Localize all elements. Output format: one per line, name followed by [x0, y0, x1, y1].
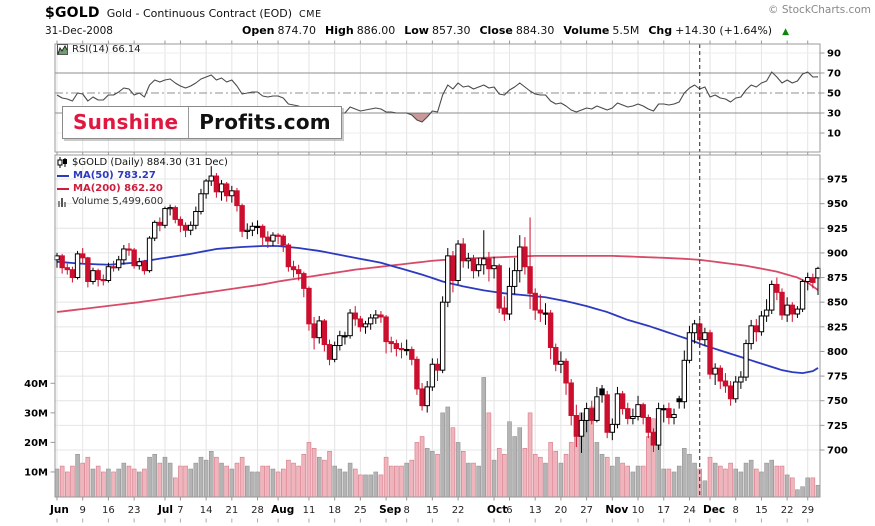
low-value: 857.30	[431, 24, 471, 37]
svg-text:13: 13	[529, 505, 542, 516]
svg-text:8: 8	[403, 505, 409, 516]
open-label: Open	[242, 24, 275, 37]
main-chart-legend: $GOLD (Daily) 884.30 (31 Dec) MA(50) 783…	[57, 156, 228, 208]
volume-bars-icon	[58, 197, 66, 207]
svg-text:18: 18	[328, 505, 341, 516]
svg-text:70: 70	[827, 69, 841, 80]
legend-ma200-row: MA(200) 862.20	[57, 182, 228, 195]
volume-bars	[54, 377, 821, 498]
svg-text:Jul: Jul	[157, 504, 173, 516]
svg-text:23: 23	[128, 505, 141, 516]
close-value: 884.30	[515, 24, 555, 37]
watermark-profits: Profits.com	[188, 107, 341, 138]
svg-text:14: 14	[200, 505, 213, 516]
svg-text:21: 21	[225, 505, 238, 516]
svg-text:30M: 30M	[24, 408, 48, 419]
svg-text:22: 22	[781, 505, 794, 516]
chg-label: Chg	[648, 24, 673, 37]
svg-text:25: 25	[354, 505, 367, 516]
svg-text:16: 16	[102, 505, 115, 516]
svg-text:775: 775	[827, 372, 848, 383]
svg-text:50: 50	[827, 89, 841, 100]
svg-text:Aug: Aug	[271, 504, 294, 516]
svg-text:27: 27	[580, 505, 593, 516]
svg-text:750: 750	[827, 396, 848, 407]
svg-text:10: 10	[632, 505, 645, 516]
legend-ma50-row: MA(50) 783.27	[57, 169, 228, 182]
svg-text:Nov: Nov	[605, 504, 628, 516]
legend-volume: Volume 5,499,600	[72, 196, 164, 207]
svg-text:6: 6	[506, 505, 512, 516]
svg-text:Oct: Oct	[487, 504, 507, 516]
stockcharts-copyright: © StockCharts.com	[768, 4, 871, 16]
svg-text:20: 20	[555, 505, 568, 516]
volume-value: 5.5M	[612, 24, 640, 37]
svg-text:975: 975	[827, 175, 848, 186]
svg-text:725: 725	[827, 421, 848, 432]
watermark-sunshine: Sunshine	[73, 110, 179, 134]
svg-text:15: 15	[426, 505, 439, 516]
svg-text:Jun: Jun	[49, 504, 69, 516]
low-label: Low	[404, 24, 429, 37]
legend-volume-row: Volume 5,499,600	[57, 195, 228, 208]
svg-text:10: 10	[827, 129, 841, 140]
svg-text:10M: 10M	[24, 467, 48, 478]
candlesticks	[54, 166, 821, 453]
exchange: CME	[299, 9, 322, 20]
instrument-name: Gold - Continuous Contract (EOD)	[106, 7, 293, 20]
svg-text:11: 11	[303, 505, 316, 516]
svg-text:825: 825	[827, 322, 848, 333]
svg-text:40M: 40M	[24, 379, 48, 390]
chart-header: $GOLD Gold - Continuous Contract (EOD) C…	[45, 5, 322, 21]
open-value: 874.70	[277, 24, 317, 37]
chg-up-triangle-icon: ▲	[782, 27, 790, 37]
high-label: High	[325, 24, 354, 37]
svg-text:950: 950	[827, 199, 848, 210]
candlestick-icon	[57, 157, 67, 168]
symbol: $GOLD	[45, 5, 100, 21]
legend-title: $GOLD (Daily) 884.30 (31 Dec)	[72, 157, 228, 168]
rsi-label-text: RSI(14) 66.14	[72, 44, 141, 55]
chg-value: +14.30 (+1.64%)	[675, 24, 773, 37]
svg-text:900: 900	[827, 248, 848, 259]
volume-label: Volume	[563, 24, 610, 37]
svg-text:700: 700	[827, 446, 848, 457]
main-panel-border	[54, 154, 821, 498]
svg-text:20M: 20M	[24, 438, 48, 449]
ma50-line-swatch	[57, 174, 69, 177]
high-value: 886.00	[356, 24, 396, 37]
svg-text:Dec: Dec	[703, 504, 725, 516]
legend-title-row: $GOLD (Daily) 884.30 (31 Dec)	[57, 156, 228, 169]
close-label: Close	[479, 24, 513, 37]
svg-text:17: 17	[657, 505, 670, 516]
axes: 9070503010975950925900875850825800775750…	[24, 40, 848, 523]
ma200-line-swatch	[57, 187, 69, 190]
moving-averages	[56, 245, 819, 375]
svg-text:9: 9	[80, 505, 86, 516]
rsi-indicator-label: RSI(14) 66.14	[57, 44, 141, 55]
svg-text:30: 30	[827, 109, 841, 120]
quote-bar: Open 874.70 High 886.00 Low 857.30 Close 884…	[242, 24, 789, 37]
rsi-icon	[57, 44, 68, 55]
svg-text:Sep: Sep	[379, 504, 402, 516]
svg-text:28: 28	[251, 505, 264, 516]
quote-date: 31-Dec-2008	[45, 25, 113, 37]
svg-text:15: 15	[755, 505, 768, 516]
legend-ma50: MA(50) 783.27	[73, 170, 156, 181]
svg-text:925: 925	[827, 224, 848, 235]
svg-text:875: 875	[827, 273, 848, 284]
svg-text:8: 8	[733, 505, 739, 516]
svg-text:90: 90	[827, 49, 841, 60]
svg-text:800: 800	[827, 347, 848, 358]
legend-ma200: MA(200) 862.20	[73, 183, 163, 194]
svg-text:24: 24	[683, 505, 696, 516]
svg-text:29: 29	[801, 505, 814, 516]
sunshine-profits-watermark: Sunshine Profits.com	[62, 106, 342, 139]
svg-text:850: 850	[827, 298, 848, 309]
svg-text:7: 7	[177, 505, 183, 516]
svg-text:22: 22	[452, 505, 465, 516]
rsi-panel-border	[54, 43, 821, 153]
